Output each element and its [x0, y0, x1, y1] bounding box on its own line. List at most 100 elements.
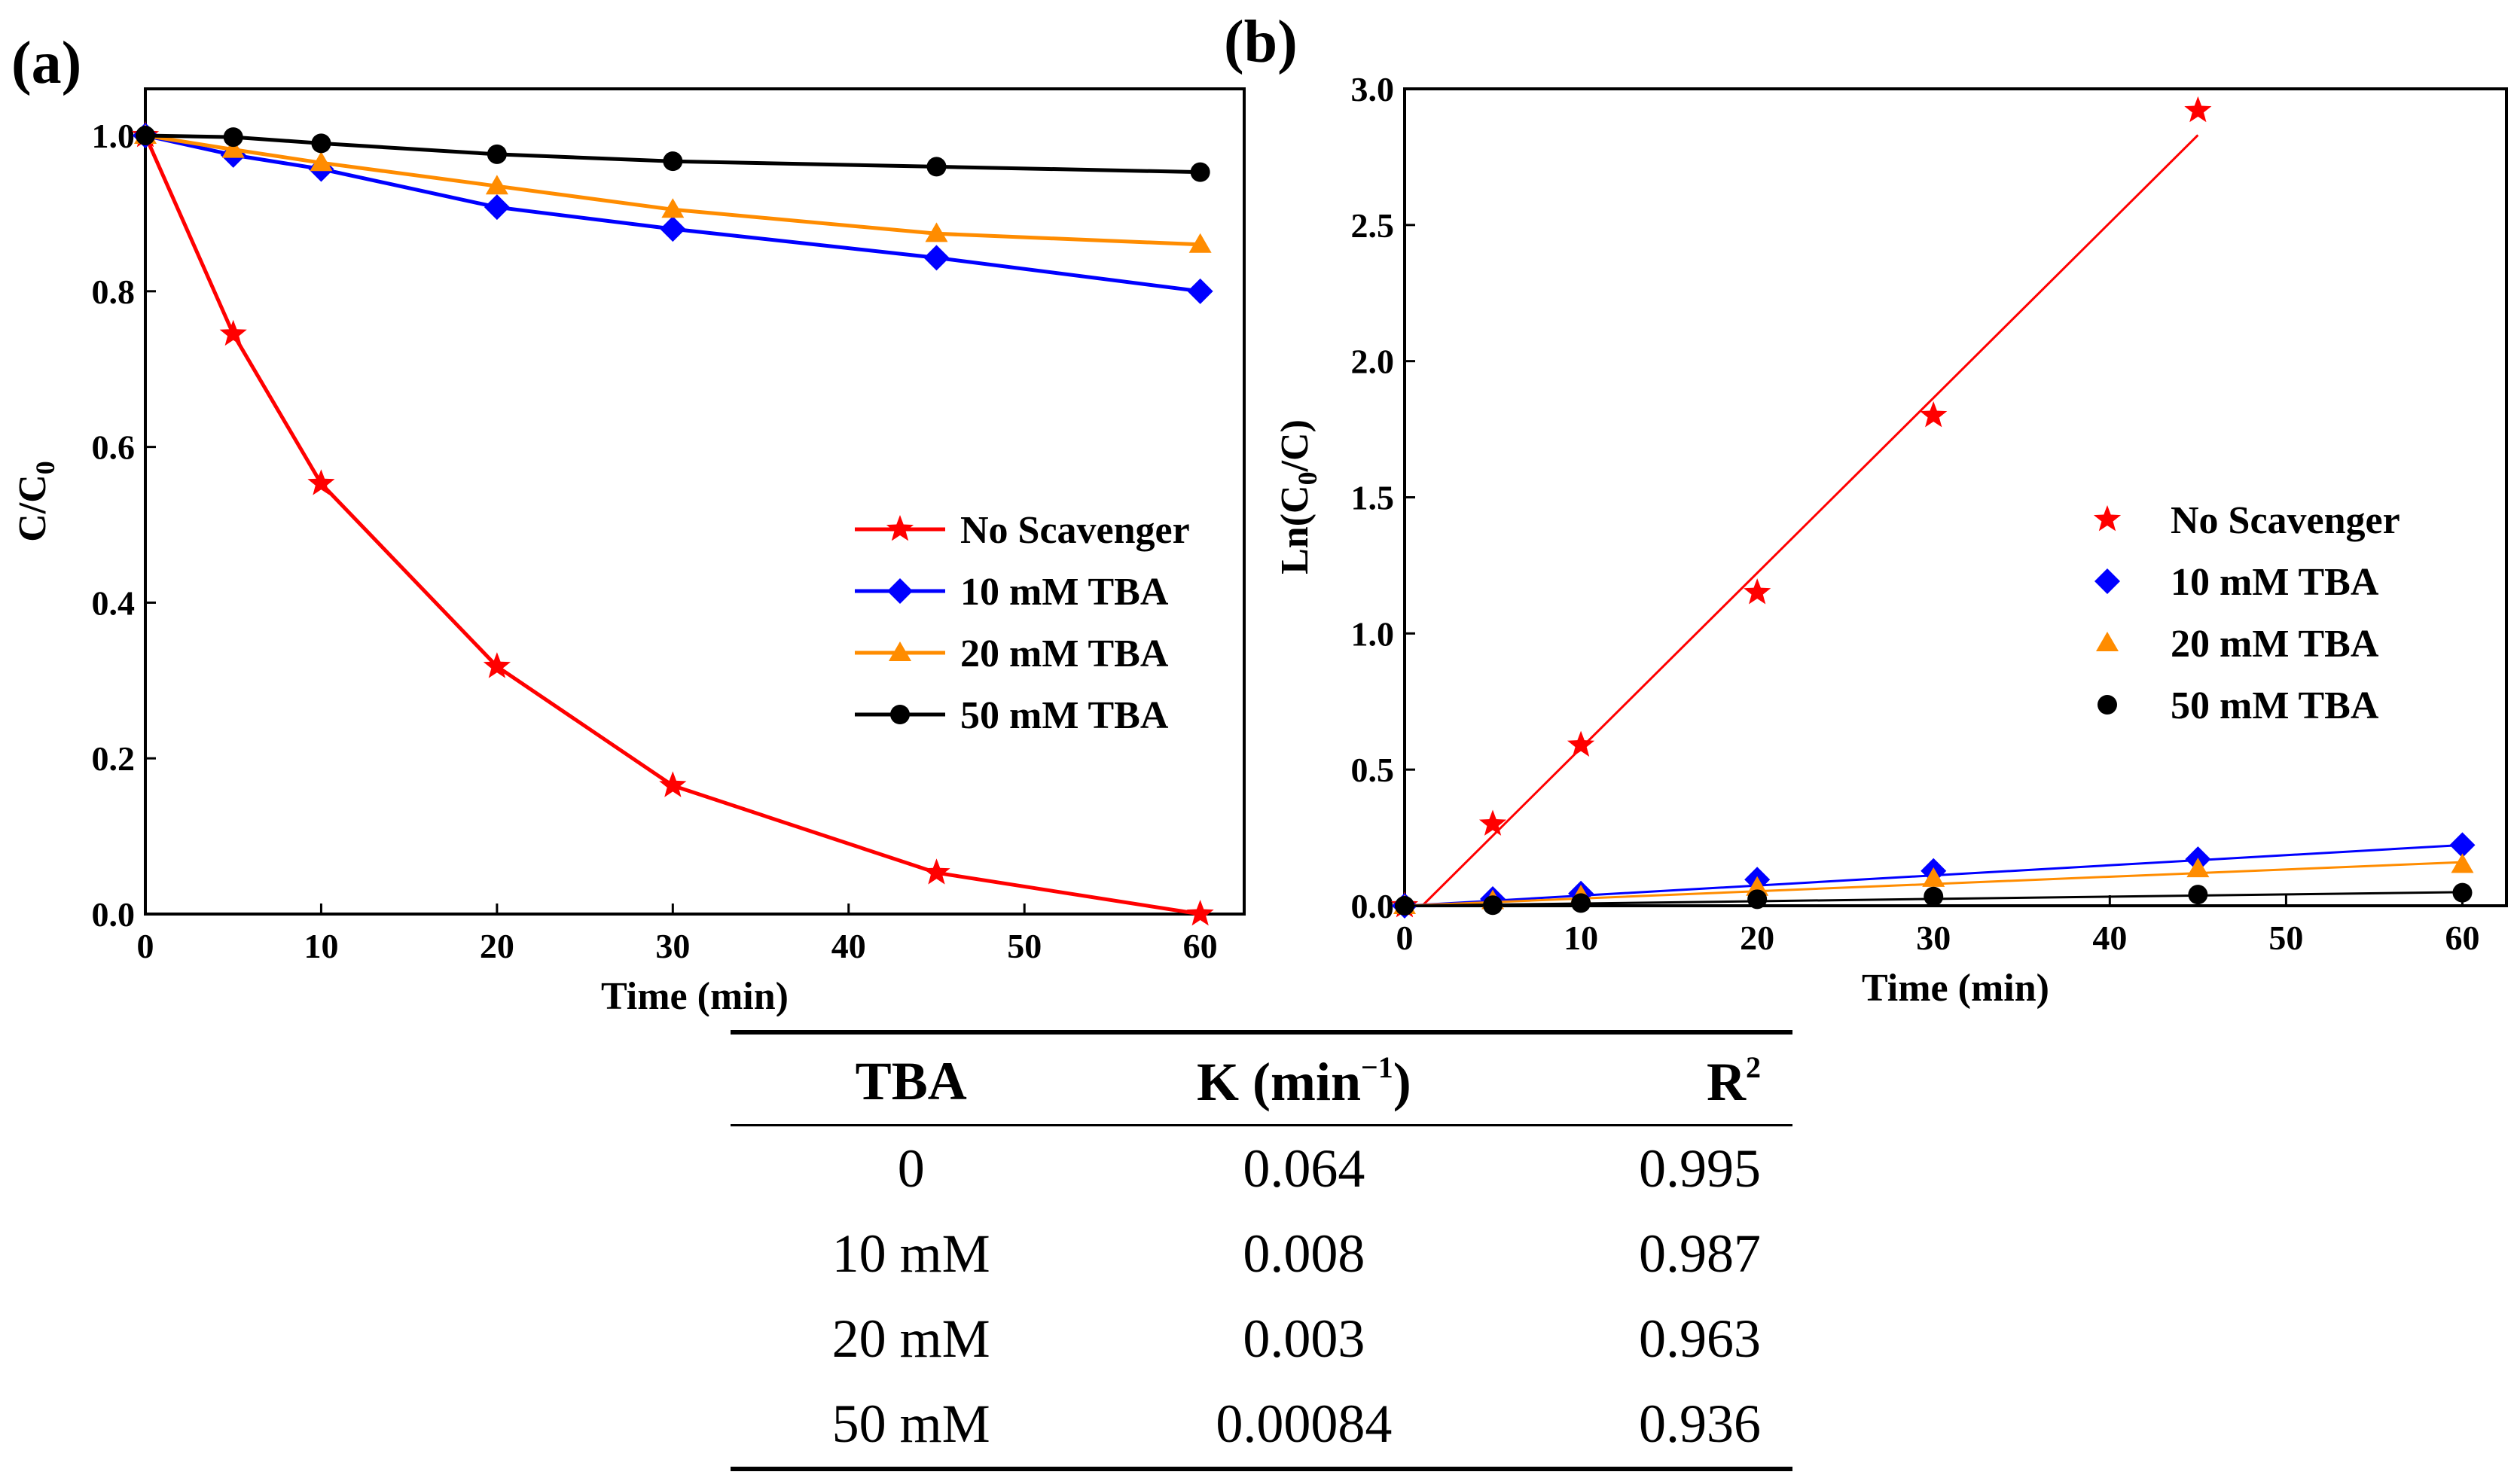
data-point — [923, 245, 950, 271]
y-axis-title-subscript: 0 — [30, 461, 60, 474]
data-point — [1186, 900, 1214, 926]
y-tick-label: 1.0 — [92, 117, 136, 155]
x-tick-label: 30 — [1916, 919, 1951, 957]
table-header-k: K (min−1) — [1091, 1030, 1517, 1126]
table-cell-tba: 10 mM — [831, 1223, 990, 1284]
table-cell-k: 0.064 — [1243, 1138, 1365, 1199]
data-point — [221, 138, 245, 158]
legend-label-50mm-tba: 50 mM TBA — [2171, 684, 2379, 727]
y-axis-title: C/C0 — [11, 461, 60, 542]
legend-marker-10mm-tba — [887, 578, 913, 604]
data-point — [219, 319, 247, 346]
y-tick-label: 1.0 — [1351, 614, 1395, 653]
data-point — [1395, 896, 1414, 916]
x-tick-label: 20 — [1740, 919, 1774, 957]
y-tick-label: 0.5 — [1351, 751, 1395, 789]
series-no-scavenger — [1390, 96, 2212, 918]
legend-label-no-scavenger: No Scavenger — [960, 509, 1190, 552]
data-point — [307, 469, 335, 495]
x-tick-label: 10 — [1564, 919, 1598, 957]
x-tick-label: 30 — [655, 927, 690, 965]
table-cell-r2: 0.987 — [1639, 1223, 1761, 1284]
chart-a: 0 10 20 30 40 50 60 0.0 0.2 0.4 0.6 0.8 1.0 Time (min… — [11, 87, 1246, 1016]
legend-marker-no-scavenger — [2093, 505, 2122, 532]
table-row: 50 mM 0.00084 0.936 — [731, 1382, 1792, 1471]
y-axis-title-main: Ln(C — [1274, 485, 1316, 574]
rate-constant-table: TBA K (min−1) R2 0 0.064 0.995 10 mM 0.0… — [731, 1030, 1792, 1471]
data-point — [925, 222, 948, 242]
table-cell-tba: 50 mM — [731, 1382, 1092, 1471]
y-tick-label: 1.5 — [1351, 479, 1395, 517]
table-row: 20 mM 0.003 0.963 — [731, 1297, 1792, 1382]
data-point — [1747, 889, 1768, 910]
legend-label-20mm-tba: 20 mM TBA — [2171, 623, 2379, 666]
x-tick-label: 0 — [137, 927, 154, 965]
legend-label-no-scavenger: No Scavenger — [2171, 499, 2400, 542]
legend-label-50mm-tba: 50 mM TBA — [960, 694, 1169, 737]
x-axis-title: Time (min) — [1862, 967, 2049, 1010]
table-cell-k: 0.003 — [1243, 1309, 1365, 1369]
x-axis-title: Time (min) — [601, 975, 789, 1016]
legend-marker-no-scavenger — [886, 515, 914, 541]
x-tick-label: 50 — [2268, 919, 2303, 957]
data-point — [2188, 885, 2208, 905]
table-header-tba: TBA — [731, 1030, 1092, 1126]
y-tick-label: 0.6 — [92, 428, 136, 467]
table-row: 10 mM 0.008 0.987 — [731, 1211, 1792, 1297]
y-tick-label: 0.0 — [92, 895, 136, 934]
header-r-superscript: 2 — [1746, 1050, 1761, 1084]
data-point — [663, 151, 683, 172]
table-row: 0 0.064 0.995 — [731, 1126, 1792, 1212]
data-point — [1190, 162, 1210, 182]
table-cell-r2: 0.995 — [1639, 1138, 1761, 1199]
table-cell-r2: 0.963 — [1639, 1309, 1761, 1369]
data-point — [1479, 809, 1507, 836]
y-tick-label: 2.0 — [1351, 343, 1395, 381]
data-point — [2452, 882, 2473, 903]
panel-a-label: (a) — [11, 30, 81, 96]
legend: No Scavenger 10 mM TBA 20 mM TBA 50 mM TBA — [2093, 499, 2400, 727]
table-cell-r2: 0.936 — [1516, 1382, 1792, 1471]
data-point — [136, 126, 155, 146]
data-point — [1920, 401, 1948, 428]
plot-frame — [144, 87, 1246, 916]
table-header-r2: R2 — [1516, 1030, 1792, 1126]
table-cell-tba: 20 mM — [831, 1309, 990, 1369]
data-point — [661, 198, 685, 218]
series-50mm-tba — [136, 126, 1210, 182]
y-tick-label: 0.4 — [92, 584, 136, 622]
legend-label-20mm-tba: 20 mM TBA — [960, 632, 1169, 675]
data-point — [223, 127, 243, 148]
x-tick-label: 40 — [831, 927, 866, 965]
legend-marker-20mm-tba — [889, 641, 911, 661]
y-axis-title: Ln(C0/C) — [1274, 419, 1323, 574]
legend-label-10mm-tba: 10 mM TBA — [2171, 561, 2379, 604]
data-point — [311, 133, 331, 154]
data-point — [2451, 853, 2474, 873]
data-point — [2184, 96, 2212, 123]
x-tick-label: 10 — [304, 927, 338, 965]
header-k-superscript: −1 — [1361, 1050, 1393, 1084]
data-point — [485, 175, 508, 195]
data-point — [1188, 233, 1212, 253]
y-tick-label: 3.0 — [1351, 70, 1395, 108]
table-cell-tba: 0 — [897, 1138, 925, 1199]
panel-b-label: (b) — [1224, 9, 1298, 75]
header-k-text: K (min — [1196, 1052, 1361, 1112]
legend-marker-50mm-tba — [2098, 695, 2117, 715]
series-50mm-tba — [1395, 882, 2473, 916]
data-point — [310, 151, 333, 172]
data-point — [1924, 886, 1944, 907]
data-point — [2449, 832, 2476, 858]
table-cell-k: 0.00084 — [1091, 1382, 1517, 1471]
y-tick-label: 0.2 — [92, 739, 136, 778]
header-k-close: ) — [1393, 1052, 1411, 1112]
legend-marker-50mm-tba — [890, 705, 910, 724]
y-tick-label: 2.5 — [1351, 206, 1395, 245]
data-point — [923, 858, 950, 885]
data-point — [660, 216, 686, 242]
x-tick-label: 60 — [1183, 927, 1218, 965]
data-point — [1744, 578, 1771, 605]
data-point — [484, 194, 510, 221]
fit-line — [1421, 134, 2199, 907]
